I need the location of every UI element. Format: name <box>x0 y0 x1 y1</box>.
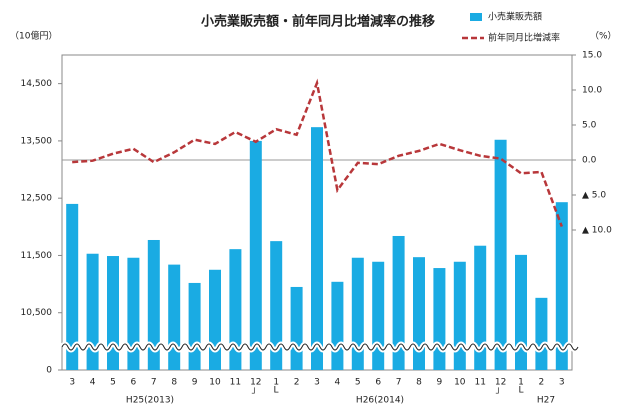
x-tick-label: 4 <box>335 378 341 388</box>
x-tick-label: 3 <box>559 378 565 388</box>
bar <box>290 286 303 370</box>
x-tick-label: 7 <box>151 378 157 388</box>
x-tick-label: 10 <box>454 378 466 388</box>
bar <box>453 261 466 370</box>
annotation: H25(2013) <box>126 396 174 406</box>
bar <box>515 254 527 370</box>
y2-tick-label: ▲ 10.0 <box>582 226 612 236</box>
legend-swatch <box>470 13 482 21</box>
annotation: L <box>273 386 278 396</box>
bar <box>188 282 201 370</box>
x-tick-label: 5 <box>355 378 361 388</box>
chart-title: 小売業販売額・前年同月比増減率の推移 <box>201 14 435 30</box>
legend-label: 前年同月比増減率 <box>488 32 560 44</box>
legend-label: 小売業販売額 <box>488 11 542 23</box>
y-tick-label: 10,500 <box>21 308 53 318</box>
x-tick-label: 8 <box>416 378 422 388</box>
x-tick-label: 2 <box>294 378 300 388</box>
x-tick-label: 3 <box>314 378 320 388</box>
bar <box>535 297 548 370</box>
annotation: 」 <box>251 386 260 396</box>
x-tick-label: 12 <box>250 378 261 388</box>
y2-tick-label: 15.0 <box>582 51 602 61</box>
x-tick-label: 3 <box>69 378 75 388</box>
x-tick-label: 1 <box>518 378 524 388</box>
x-tick-label: 6 <box>131 378 137 388</box>
annotation: L <box>518 386 523 396</box>
y-tick-label: 14,500 <box>21 79 53 89</box>
bar <box>474 245 487 370</box>
bar <box>392 235 405 370</box>
bar <box>351 257 364 370</box>
x-tick-label: 12 <box>495 378 506 388</box>
x-tick-label: 9 <box>437 378 443 388</box>
bar <box>66 203 79 370</box>
annotation: H27 <box>537 396 555 406</box>
bar <box>372 261 385 370</box>
y2-tick-label: 10.0 <box>582 86 602 96</box>
x-tick-label: 7 <box>396 378 402 388</box>
y2-tick-label: 0.0 <box>582 156 597 166</box>
y2-axis-label: （%） <box>590 31 617 42</box>
annotation: 」 <box>495 386 504 396</box>
bar <box>86 253 99 370</box>
bar <box>147 239 160 370</box>
x-tick-label: 5 <box>110 378 116 388</box>
bar <box>249 140 262 370</box>
y-axis-label: （10億円） <box>10 30 57 42</box>
x-tick-label: 10 <box>209 378 221 388</box>
axis-break <box>61 343 579 351</box>
y-tick-label: 0 <box>46 366 52 376</box>
bar <box>494 139 507 370</box>
x-tick-label: 1 <box>273 378 279 388</box>
annotation: H26(2014) <box>356 396 404 406</box>
x-tick-label: 6 <box>375 378 381 388</box>
x-tick-label: 2 <box>539 378 545 388</box>
y-tick-label: 12,500 <box>21 194 53 204</box>
y-tick-label: 13,500 <box>21 136 53 146</box>
x-tick-label: 11 <box>474 378 485 388</box>
bar <box>168 264 181 370</box>
line <box>72 78 563 227</box>
y2-tick-label: ▲ 5.0 <box>582 191 606 201</box>
bar <box>107 256 119 370</box>
bar <box>209 269 221 370</box>
bar <box>413 257 425 370</box>
x-tick-label: 4 <box>90 378 96 388</box>
bar <box>270 241 283 370</box>
x-tick-label: 9 <box>192 378 198 388</box>
y-tick-label: 11,500 <box>21 251 53 261</box>
bar <box>331 281 344 370</box>
bar <box>229 249 242 370</box>
y2-tick-label: 5.0 <box>582 121 597 131</box>
bar <box>433 268 446 370</box>
x-tick-label: 8 <box>171 378 177 388</box>
x-tick-label: 11 <box>230 378 241 388</box>
bar <box>127 257 140 370</box>
bar <box>555 202 568 370</box>
bar <box>311 127 323 370</box>
